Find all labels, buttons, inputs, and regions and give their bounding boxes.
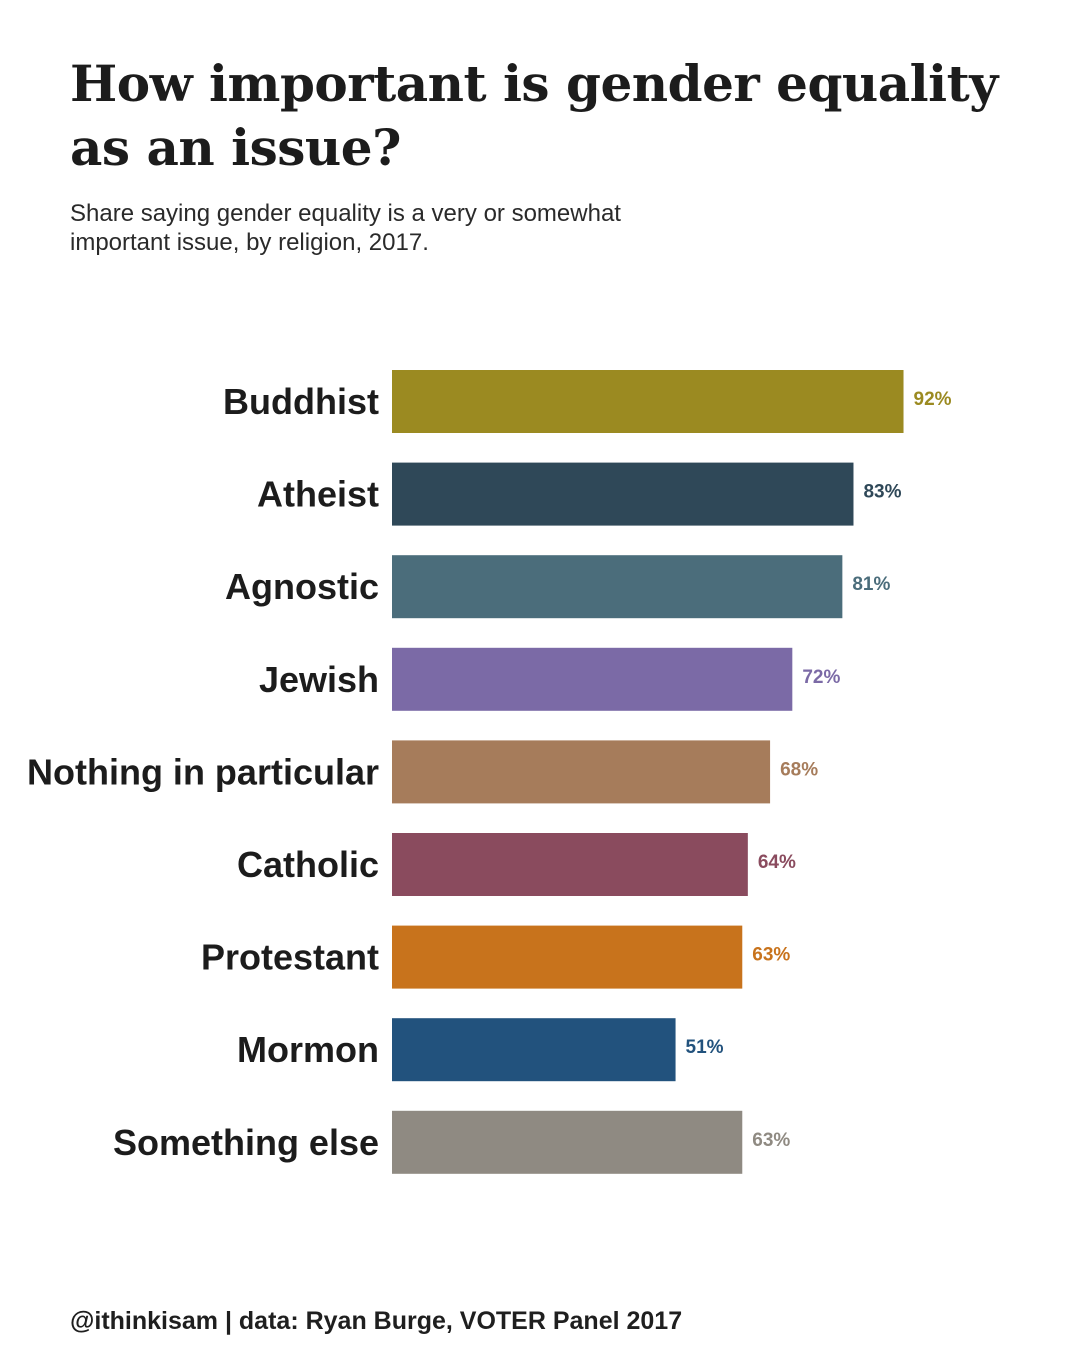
category-label: Catholic	[237, 844, 379, 885]
source-credit: @ithinkisam | data: Ryan Burge, VOTER Pa…	[70, 1307, 683, 1335]
value-label: 81%	[852, 574, 890, 595]
category-label: Atheist	[257, 474, 379, 515]
bar-something-else	[392, 1110, 743, 1174]
category-label: Protestant	[201, 937, 379, 978]
bar-agnostic	[392, 555, 843, 619]
category-label: Something else	[113, 1122, 379, 1163]
category-label: Agnostic	[225, 566, 379, 607]
value-label: 51%	[686, 1037, 724, 1058]
bar-mormon	[392, 1018, 676, 1082]
chart-subtitle: Share saying gender equality is a very o…	[70, 200, 621, 256]
value-label: 92%	[914, 389, 952, 410]
category-label: Nothing in particular	[27, 751, 379, 792]
bar-nothing-in-particular	[392, 740, 771, 804]
bar-catholic	[392, 833, 748, 896]
category-label: Jewish	[259, 659, 379, 700]
bars-group: Buddhist 92% Atheist 83% Agnostic 81% Jewish 72…	[27, 370, 952, 1174]
value-label: 72%	[802, 667, 840, 688]
chart-title: How important is gender equality as an i…	[70, 54, 998, 177]
bar-protestant	[392, 925, 743, 989]
value-label: 68%	[780, 759, 818, 780]
category-label: Buddhist	[223, 381, 379, 422]
value-label: 63%	[752, 945, 790, 966]
value-label: 83%	[863, 482, 901, 503]
value-label: 64%	[758, 852, 796, 873]
category-label: Mormon	[237, 1029, 379, 1070]
value-label: 63%	[752, 1130, 790, 1151]
bar-buddhist	[392, 370, 904, 433]
bar-jewish	[392, 647, 793, 711]
bar-atheist	[392, 462, 854, 526]
